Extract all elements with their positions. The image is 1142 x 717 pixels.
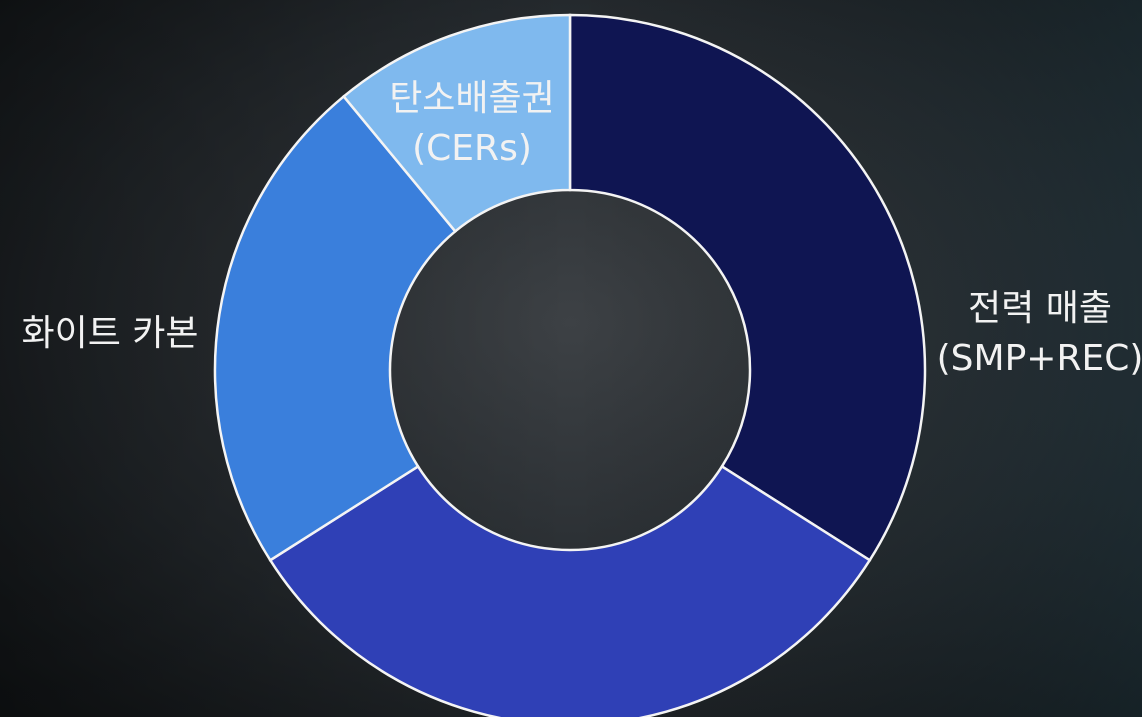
slice-label: 화이트 카본	[21, 313, 198, 354]
donut-slice	[568, 13, 927, 562]
slices	[213, 13, 927, 717]
labels: 전력 매출 (SMP+REC) 화이트 카본 탄소배출권 (CERs)	[21, 78, 1142, 379]
donut-slice	[213, 94, 458, 562]
donut-slice	[268, 464, 872, 717]
donut-slice	[341, 13, 572, 234]
slice-label: 전력 매출	[968, 288, 1112, 329]
slice-label: (CERs)	[412, 128, 532, 169]
slice-label: 탄소배출권	[389, 78, 555, 119]
slice-label: (SMP+REC)	[937, 338, 1142, 379]
